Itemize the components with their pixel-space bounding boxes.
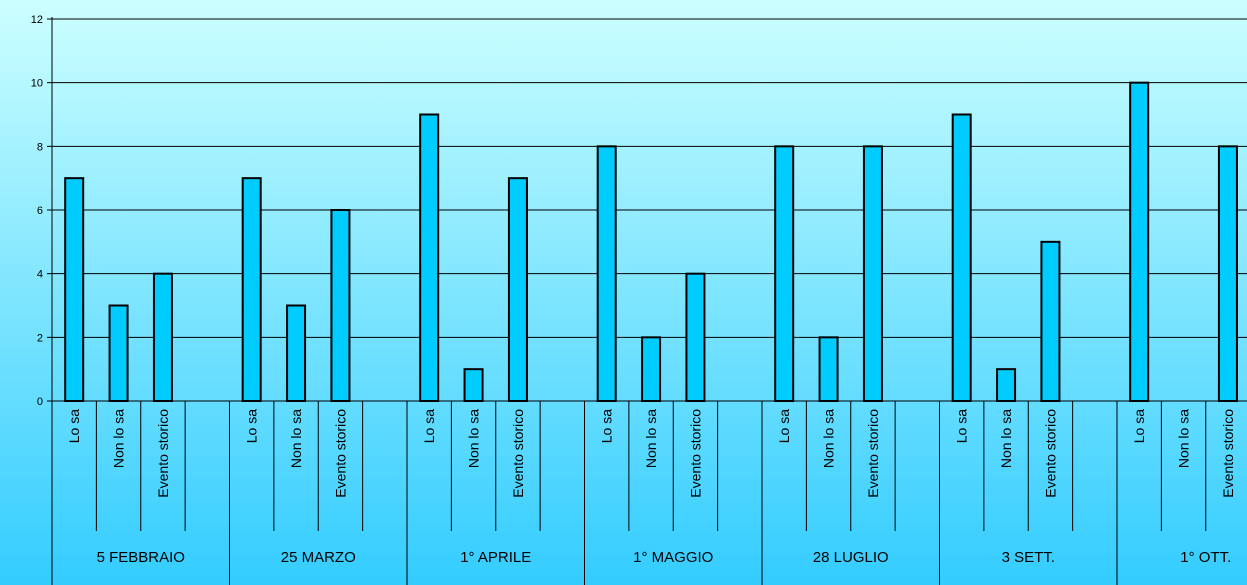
category-label: Non lo sa (643, 409, 659, 468)
category-label: Lo sa (954, 409, 970, 443)
category-label: Lo sa (1131, 409, 1147, 443)
category-label: Evento storico (510, 409, 526, 498)
bar (152, 272, 173, 402)
bar (330, 209, 351, 402)
bar (108, 304, 129, 402)
category-label: Evento storico (332, 409, 348, 498)
category-label: Evento storico (687, 409, 703, 498)
y-tick-label: 8 (37, 141, 43, 153)
bar (64, 177, 85, 402)
y-tick-label: 10 (31, 78, 43, 90)
category-label: Non lo sa (821, 409, 837, 468)
y-tick-label: 2 (37, 332, 43, 344)
bar (996, 368, 1017, 402)
bar (507, 177, 528, 402)
category-label: Non lo sa (111, 409, 127, 468)
bar (951, 113, 972, 402)
bar (463, 368, 484, 402)
category-label: Lo sa (776, 409, 792, 443)
category-label: Evento storico (1220, 409, 1236, 498)
category-label: Evento storico (155, 409, 171, 498)
bar (818, 336, 839, 403)
bar (241, 177, 262, 402)
bar (286, 304, 307, 402)
y-tick-label: 6 (37, 205, 43, 217)
category-label: Non lo sa (1176, 409, 1192, 468)
category-label: Evento storico (865, 409, 881, 498)
group-label: 1° APRILE (460, 549, 531, 566)
group-label: 1° OTT. (1180, 549, 1231, 566)
group-label: 5 FEBBRAIO (97, 549, 185, 566)
bar (641, 336, 662, 403)
bar (862, 145, 883, 402)
category-label: Non lo sa (466, 409, 482, 468)
y-tick-label: 4 (37, 269, 43, 281)
bar (419, 113, 440, 402)
bar (774, 145, 795, 402)
y-tick-label: 12 (31, 14, 43, 26)
bar (1040, 240, 1061, 402)
category-label: Lo sa (421, 409, 437, 443)
category-label: Non lo sa (998, 409, 1014, 468)
category-label: Evento storico (1042, 409, 1058, 498)
y-tick-label: 0 (37, 396, 43, 408)
bar (1217, 145, 1238, 402)
bar (1129, 81, 1150, 403)
category-label: Non lo sa (288, 409, 304, 468)
bar (596, 145, 617, 402)
group-label: 3 SETT. (1002, 549, 1055, 566)
bar (685, 272, 706, 402)
category-label: Lo sa (244, 409, 260, 443)
group-label: 1° MAGGIO (633, 549, 713, 566)
group-label: 28 LUGLIO (813, 549, 889, 566)
group-label: 25 MARZO (281, 549, 356, 566)
category-label: Lo sa (599, 409, 615, 443)
category-label: Lo sa (66, 409, 82, 443)
